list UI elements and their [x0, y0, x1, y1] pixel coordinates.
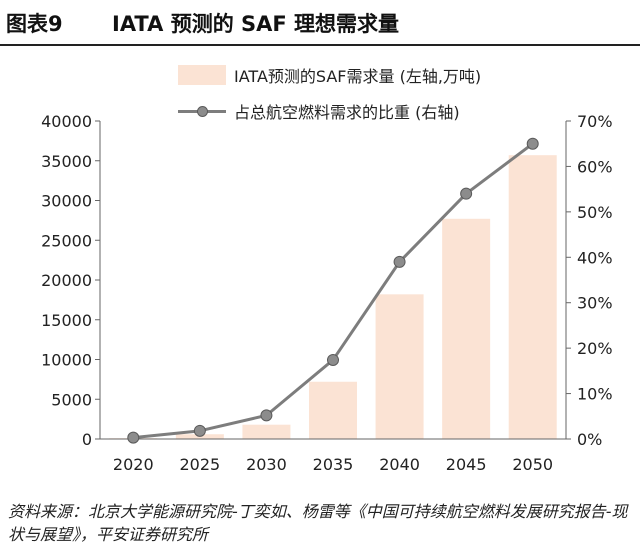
y-left-tick-5000: 5000 — [51, 390, 92, 409]
legend-swatch-line — [178, 101, 226, 121]
share-point-2020 — [127, 431, 140, 444]
y-left-tick-20000: 20000 — [41, 271, 92, 290]
bar-2045 — [442, 218, 491, 439]
figure-header: 图表9 IATA 预测的 SAF 理想需求量 — [0, 0, 640, 46]
share-point-2035 — [327, 353, 339, 366]
bar-2035 — [309, 381, 357, 439]
y-left-tick-0: 0 — [82, 430, 92, 449]
x-tick-2035: 2035 — [313, 455, 354, 474]
legend-label-line: 占总航空燃料需求的比重 (右轴) — [234, 103, 460, 122]
share-point-2025 — [193, 424, 206, 437]
title-divider — [0, 44, 640, 46]
source-note: 资料来源：北京大学能源研究院-丁奕如、杨雷等《中国可持续航空燃料发展研究报告-现… — [8, 502, 628, 544]
legend-item-bar: IATA预测的SAF需求量 (左轴,万吨) — [178, 62, 481, 88]
x-tick-2050: 2050 — [512, 455, 553, 474]
y-right-tick-20%: 20% — [577, 339, 613, 358]
x-tick-2030: 2030 — [246, 455, 287, 474]
y-left-tick-35000: 35000 — [41, 152, 92, 171]
y-left-tick-40000: 40000 — [41, 112, 92, 131]
figure-label: 图表9 — [6, 12, 63, 36]
dual-axis-chart: 0 5000 10000 15000 20000 25000 30000 35000 40000… — [41, 112, 613, 474]
x-tick-2040: 2040 — [379, 455, 420, 474]
chart-legend: IATA预测的SAF需求量 (左轴,万吨) 占总航空燃料需求的比重 (右轴) — [178, 56, 618, 130]
share-point-2040 — [393, 255, 406, 268]
y-left-tick-10000: 10000 — [41, 351, 92, 370]
bar-2050 — [508, 155, 557, 439]
y-right-tick-0%: 0% — [577, 430, 602, 449]
share-point-2030 — [260, 409, 273, 422]
share-point-2050 — [526, 137, 539, 150]
y-right-tick-30%: 30% — [577, 294, 613, 313]
y-left-tick-25000: 25000 — [41, 231, 92, 250]
y-left-tick-30000: 30000 — [41, 192, 92, 211]
legend-marker — [197, 106, 208, 117]
x-tick-2020: 2020 — [113, 455, 154, 474]
legend-label-bar: IATA预测的SAF需求量 (左轴,万吨) — [234, 67, 482, 86]
y-right-tick-10%: 10% — [577, 385, 613, 404]
bar-2040 — [375, 294, 424, 439]
y-right-tick-50%: 50% — [577, 203, 613, 222]
x-tick-2045: 2045 — [446, 455, 487, 474]
share-point-2045 — [460, 187, 473, 200]
y-right-tick-40%: 40% — [577, 248, 613, 267]
bar-2030 — [242, 424, 291, 439]
legend-swatch-bar — [178, 65, 226, 85]
y-right-tick-70%: 70% — [577, 112, 613, 131]
x-tick-2025: 2025 — [179, 455, 220, 474]
chart-title: IATA 预测的 SAF 理想需求量 — [112, 12, 400, 36]
legend-item-line: 占总航空燃料需求的比重 (右轴) — [178, 98, 460, 124]
y-right-tick-60%: 60% — [577, 157, 613, 176]
y-left-tick-15000: 15000 — [41, 311, 92, 330]
